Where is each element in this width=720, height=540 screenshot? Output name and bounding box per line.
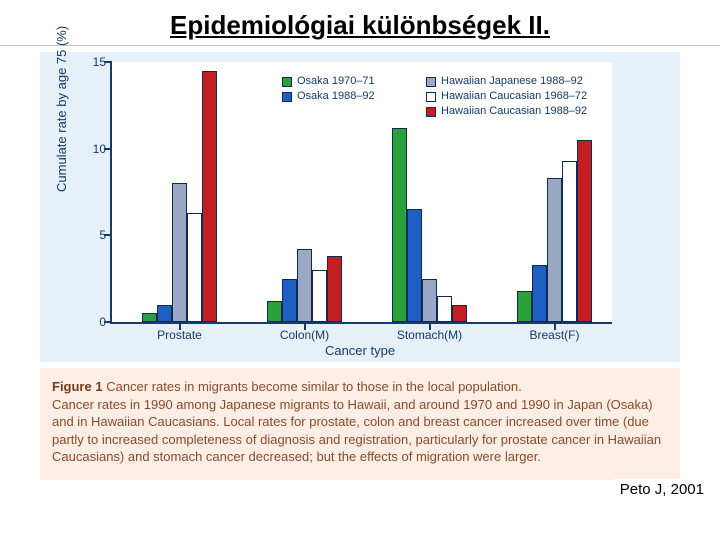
legend-swatch (282, 92, 292, 102)
legend-item (282, 104, 412, 119)
y-axis-label: Cumulate rate by age 75 (%) (54, 26, 69, 192)
legend-label: Hawaiian Japanese 1988–92 (441, 74, 583, 89)
bar (547, 178, 562, 322)
legend-row: Osaka 1988–92 Hawaiian Caucasian 1968–72 (282, 89, 601, 104)
citation: Peto J, 2001 (614, 479, 710, 500)
legend: Osaka 1970–71Hawaiian Japanese 1988–92Os… (282, 74, 601, 119)
bar (452, 305, 467, 322)
legend-row: Osaka 1970–71 Hawaiian Japanese 1988–92 (282, 74, 601, 89)
legend-item: Osaka 1970–71 (282, 74, 412, 89)
x-tick-label: Breast(F) (529, 328, 579, 342)
legend-swatch (282, 77, 292, 87)
bar (407, 209, 422, 322)
legend-label: Hawaiian Caucasian 1968–72 (441, 89, 587, 104)
legend-item: Hawaiian Caucasian 1968–72 (426, 89, 587, 104)
bar (562, 161, 577, 322)
x-axis-label: Cancer type (40, 343, 680, 358)
bar (517, 291, 532, 322)
legend-swatch (426, 107, 436, 117)
x-tick-label: Prostate (157, 328, 202, 342)
legend-label: Osaka 1970–71 (297, 74, 375, 89)
caption-lead-text: Cancer rates in migrants become similar … (106, 379, 522, 394)
bar (577, 140, 592, 322)
bar (327, 256, 342, 322)
bar (202, 71, 217, 322)
legend-label: Hawaiian Caucasian 1988–92 (441, 104, 587, 119)
chart-panel: Cumulate rate by age 75 (%) Osaka 1970–7… (40, 52, 680, 362)
caption-body: Cancer rates in 1990 among Japanese migr… (52, 397, 661, 465)
legend-item: Osaka 1988–92 (282, 89, 412, 104)
bar (187, 213, 202, 322)
bar (312, 270, 327, 322)
y-tick-label: 10 (78, 142, 106, 156)
y-tick-label: 5 (78, 228, 106, 242)
legend-swatch (426, 77, 436, 87)
bar (142, 313, 157, 322)
y-tick-label: 0 (78, 315, 106, 329)
bar (422, 279, 437, 322)
legend-label: Osaka 1988–92 (297, 89, 375, 104)
bar (157, 305, 172, 322)
legend-item: Hawaiian Japanese 1988–92 (426, 74, 583, 89)
bar (282, 279, 297, 322)
legend-row: Hawaiian Caucasian 1988–92 (282, 104, 601, 119)
bar (392, 128, 407, 322)
bar (172, 183, 187, 322)
figure-caption: Figure 1 Cancer rates in migrants become… (40, 368, 680, 480)
legend-swatch (426, 92, 436, 102)
page-title: Epidemiológiai különbségek II. (0, 0, 720, 46)
bar (532, 265, 547, 322)
bar (267, 301, 282, 322)
x-tick-label: Colon(M) (280, 328, 329, 342)
y-tick-label: 15 (78, 55, 106, 69)
bar (297, 249, 312, 322)
x-tick-label: Stomach(M) (397, 328, 462, 342)
plot-area: Osaka 1970–71Hawaiian Japanese 1988–92Os… (110, 62, 612, 324)
legend-item: Hawaiian Caucasian 1988–92 (426, 104, 587, 119)
bar (437, 296, 452, 322)
caption-lead: Figure 1 (52, 379, 103, 394)
